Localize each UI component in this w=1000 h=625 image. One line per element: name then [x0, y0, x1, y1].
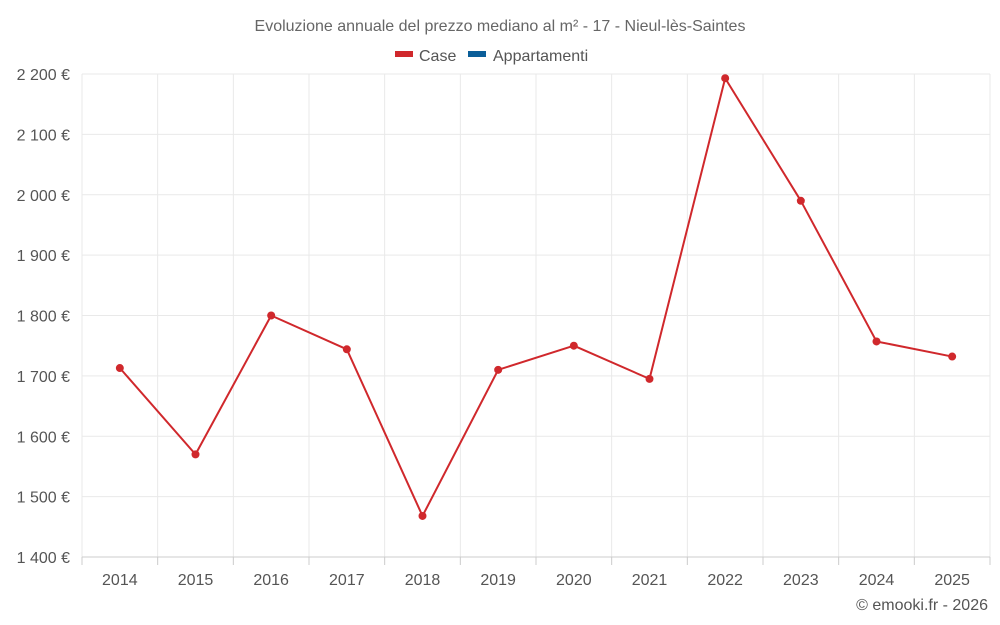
data-point[interactable] — [796, 196, 805, 205]
y-tick-label: 1 700 € — [17, 369, 70, 386]
data-point[interactable] — [569, 341, 578, 350]
data-point[interactable] — [645, 374, 654, 383]
legend-item-case[interactable]: Case — [395, 48, 456, 65]
x-tick-label: 2017 — [329, 572, 365, 589]
x-tick-label: 2016 — [253, 572, 289, 589]
y-tick-label: 2 000 € — [17, 188, 70, 205]
chart-title: Evoluzione annuale del prezzo mediano al… — [255, 18, 746, 35]
data-point[interactable] — [418, 511, 427, 520]
series-case — [115, 74, 957, 520]
data-point[interactable] — [872, 337, 881, 346]
legend-swatch-appartamenti — [468, 51, 486, 57]
x-tick-label: 2018 — [405, 572, 441, 589]
y-tick-label: 2 200 € — [17, 67, 70, 84]
x-axis-labels: 2014 2015 2016 2017 2018 2019 2020 2021 2022 2023… — [102, 572, 970, 589]
x-tick-label: 2023 — [783, 572, 819, 589]
y-tick-label: 2 100 € — [17, 127, 70, 144]
data-point[interactable] — [115, 364, 124, 373]
y-tick-label: 1 600 € — [17, 429, 70, 446]
data-point[interactable] — [948, 352, 957, 361]
data-point[interactable] — [191, 450, 200, 459]
x-tick-label: 2020 — [556, 572, 592, 589]
data-point[interactable] — [267, 311, 276, 320]
x-tick-label: 2022 — [707, 572, 743, 589]
credit-text: © emooki.fr - 2026 — [856, 597, 988, 614]
y-tick-label: 1 800 € — [17, 309, 70, 326]
x-tick-label: 2021 — [632, 572, 668, 589]
x-tick-label: 2024 — [859, 572, 895, 589]
legend-swatch-case — [395, 51, 413, 57]
data-point[interactable] — [342, 345, 351, 354]
x-tick-label: 2014 — [102, 572, 138, 589]
y-tick-label: 1 400 € — [17, 550, 70, 567]
x-axis — [81, 556, 991, 565]
legend-item-appartamenti[interactable]: Appartamenti — [468, 48, 588, 65]
y-tick-label: 1 500 € — [17, 490, 70, 507]
legend-label-case: Case — [419, 48, 456, 65]
y-tick-label: 1 900 € — [17, 248, 70, 265]
data-point[interactable] — [494, 365, 503, 374]
x-tick-label: 2019 — [480, 572, 516, 589]
y-axis-labels: 1 400 € 1 500 € 1 600 € 1 700 € 1 800 € 1 900… — [17, 67, 70, 567]
data-point[interactable] — [721, 74, 730, 83]
series-line — [119, 77, 953, 517]
legend: Case Appartamenti — [395, 48, 588, 65]
x-gridlines — [81, 74, 991, 557]
legend-label-appartamenti: Appartamenti — [493, 48, 588, 65]
x-tick-label: 2025 — [934, 572, 970, 589]
x-tick-label: 2015 — [178, 572, 214, 589]
